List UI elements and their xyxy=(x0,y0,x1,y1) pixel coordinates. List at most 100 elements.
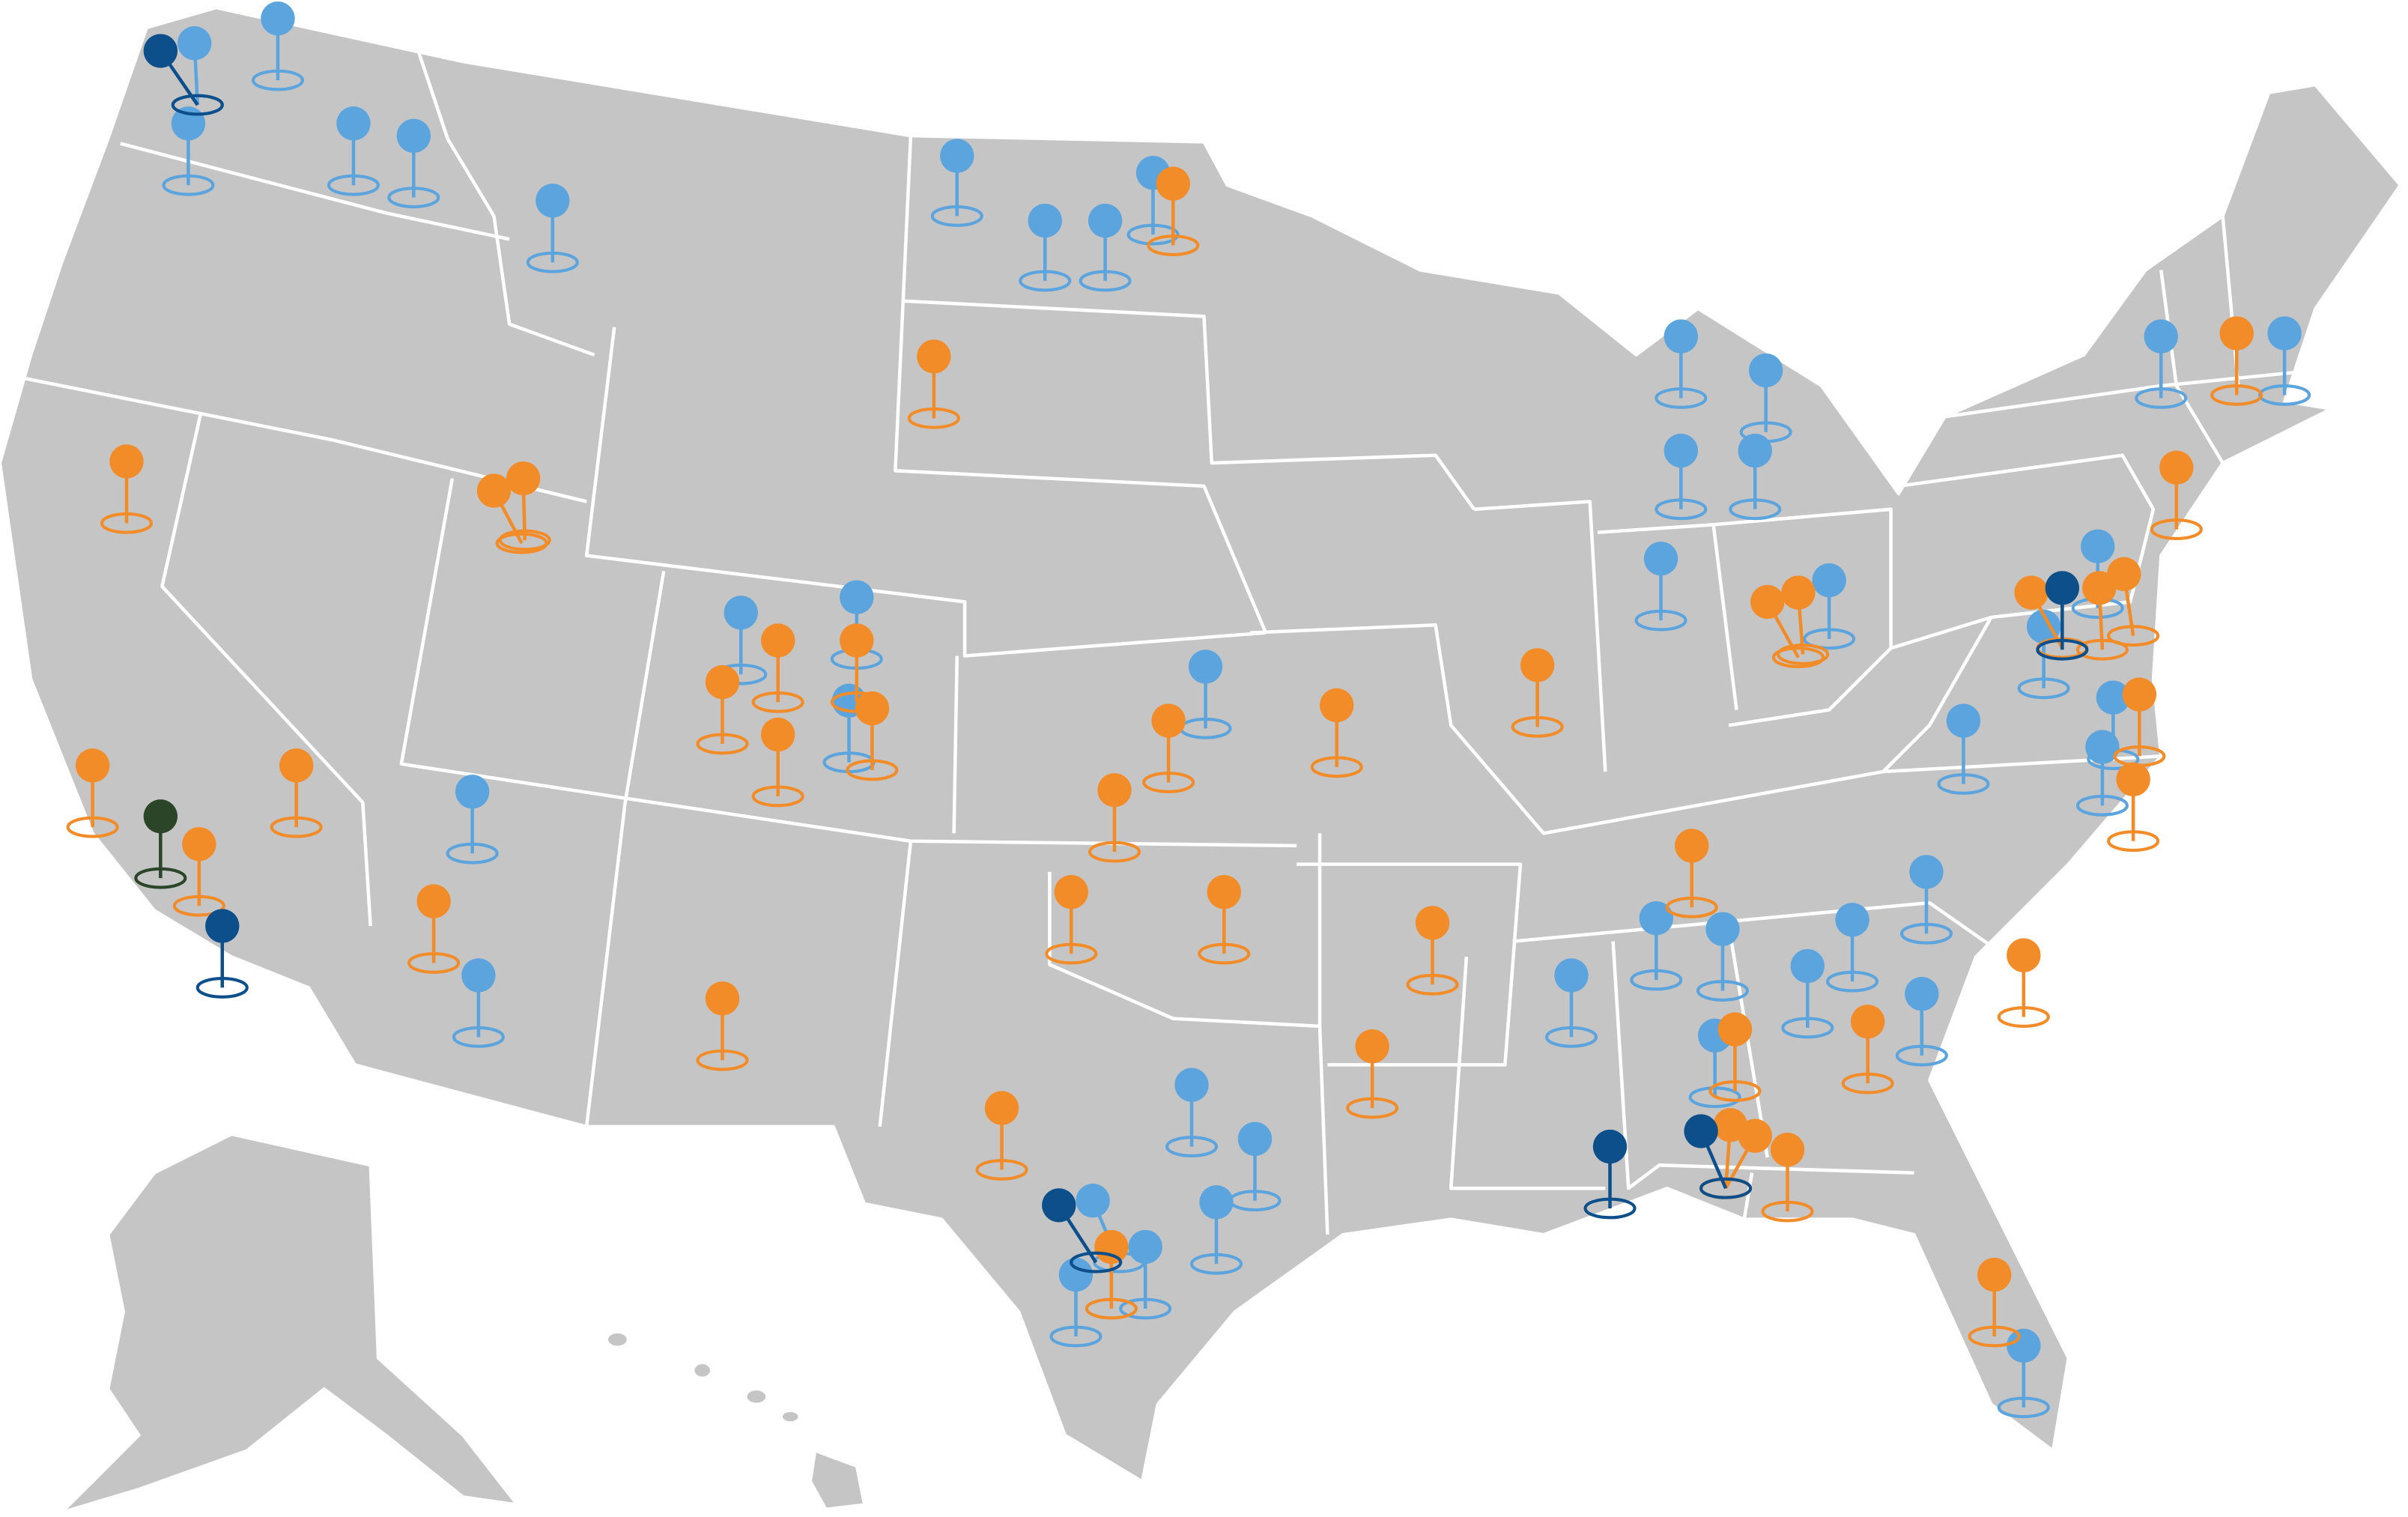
pin[interactable] xyxy=(1750,584,1825,668)
pin[interactable] xyxy=(2210,316,2263,406)
pin[interactable] xyxy=(1544,958,1598,1048)
island xyxy=(691,1360,714,1380)
pin[interactable] xyxy=(327,106,380,196)
pin[interactable] xyxy=(1165,1068,1219,1158)
pin[interactable] xyxy=(1968,1257,2021,1348)
pin-head xyxy=(1750,584,1785,620)
pin[interactable] xyxy=(1630,901,1683,991)
pin[interactable] xyxy=(1997,1328,2050,1419)
pin[interactable] xyxy=(1079,203,1132,292)
state-border xyxy=(1449,957,1606,1190)
pin[interactable] xyxy=(2107,557,2160,647)
pin[interactable] xyxy=(1119,1229,1172,1320)
pin[interactable] xyxy=(1708,1012,1762,1102)
pin[interactable] xyxy=(1346,1029,1399,1119)
pin-head xyxy=(1415,906,1450,940)
pin[interactable] xyxy=(1189,1185,1243,1275)
pin[interactable] xyxy=(2036,571,2089,661)
pin[interactable] xyxy=(2107,762,2160,853)
pin-head xyxy=(536,184,570,218)
pin[interactable] xyxy=(751,623,804,713)
pin[interactable] xyxy=(134,799,187,889)
pin[interactable] xyxy=(1406,906,1459,996)
pins xyxy=(66,1,2311,1419)
pin[interactable] xyxy=(100,444,154,534)
pin[interactable] xyxy=(1310,688,1363,778)
pin[interactable] xyxy=(526,184,579,273)
pin[interactable] xyxy=(1684,1114,1753,1199)
pin[interactable] xyxy=(387,118,440,209)
pin[interactable] xyxy=(975,1091,1028,1181)
pin[interactable] xyxy=(1179,650,1232,739)
pin[interactable] xyxy=(715,596,768,685)
pin[interactable] xyxy=(1655,433,1708,521)
pin-head xyxy=(2159,450,2194,485)
pin-head xyxy=(461,958,496,993)
pin-head xyxy=(840,623,874,658)
state-border xyxy=(1711,524,1738,710)
pin[interactable] xyxy=(1228,1121,1282,1212)
pin[interactable] xyxy=(66,748,119,838)
pin[interactable] xyxy=(407,884,461,974)
pin[interactable] xyxy=(1088,773,1141,863)
pin-head xyxy=(1851,1005,1885,1039)
pin[interactable] xyxy=(1045,875,1098,965)
pin[interactable] xyxy=(1085,1229,1138,1320)
pin-head xyxy=(1592,1129,1628,1164)
pin[interactable] xyxy=(1997,938,2050,1028)
pin[interactable] xyxy=(751,717,804,808)
pin[interactable] xyxy=(1655,319,1708,409)
pin[interactable] xyxy=(498,461,551,551)
pin[interactable] xyxy=(1665,829,1718,918)
pin[interactable] xyxy=(846,691,899,781)
pin[interactable] xyxy=(1634,542,1687,632)
pin[interactable] xyxy=(1841,1005,1894,1094)
pin[interactable] xyxy=(2135,319,2188,409)
pin[interactable] xyxy=(1899,855,1953,945)
pin[interactable] xyxy=(1019,203,1072,292)
pin-head xyxy=(1905,976,1939,1011)
pin[interactable] xyxy=(1761,1133,1814,1223)
pin[interactable] xyxy=(1511,648,1564,738)
pin[interactable] xyxy=(1142,703,1195,793)
pin[interactable] xyxy=(1147,166,1200,256)
pin[interactable] xyxy=(251,1,304,91)
state-border xyxy=(1474,500,1607,772)
pin[interactable] xyxy=(1803,563,1856,650)
pin[interactable] xyxy=(1696,912,1749,1002)
pin[interactable] xyxy=(907,339,960,429)
pin[interactable] xyxy=(1198,875,1251,965)
pin[interactable] xyxy=(446,775,499,865)
state-border xyxy=(120,142,510,241)
pin[interactable] xyxy=(1042,1188,1123,1274)
pin[interactable] xyxy=(930,139,983,227)
pin[interactable] xyxy=(195,909,249,999)
pin[interactable] xyxy=(2075,730,2129,817)
pin[interactable] xyxy=(172,827,225,917)
pin[interactable] xyxy=(1781,948,1834,1039)
pin[interactable] xyxy=(452,958,505,1048)
pin-head xyxy=(455,775,490,809)
pin[interactable] xyxy=(696,981,749,1071)
pin[interactable] xyxy=(1583,1129,1637,1220)
pin[interactable] xyxy=(1049,1257,1103,1348)
pin[interactable] xyxy=(1729,433,1782,521)
pin[interactable] xyxy=(1937,703,1990,795)
pin[interactable] xyxy=(1826,903,1879,993)
pin-head xyxy=(1664,319,1698,354)
pin[interactable] xyxy=(1777,575,1830,665)
pin-head xyxy=(2122,677,2157,712)
pin-head xyxy=(1664,433,1698,468)
land xyxy=(0,6,2402,1514)
pin[interactable] xyxy=(1739,353,1792,443)
pin[interactable] xyxy=(696,664,749,755)
pin-head xyxy=(2267,316,2302,351)
pin[interactable] xyxy=(2150,450,2203,541)
pin[interactable] xyxy=(143,34,224,116)
pin[interactable] xyxy=(2075,571,2129,661)
pin[interactable] xyxy=(270,748,323,838)
pin[interactable] xyxy=(1895,976,1948,1067)
pin-head xyxy=(1705,912,1740,946)
